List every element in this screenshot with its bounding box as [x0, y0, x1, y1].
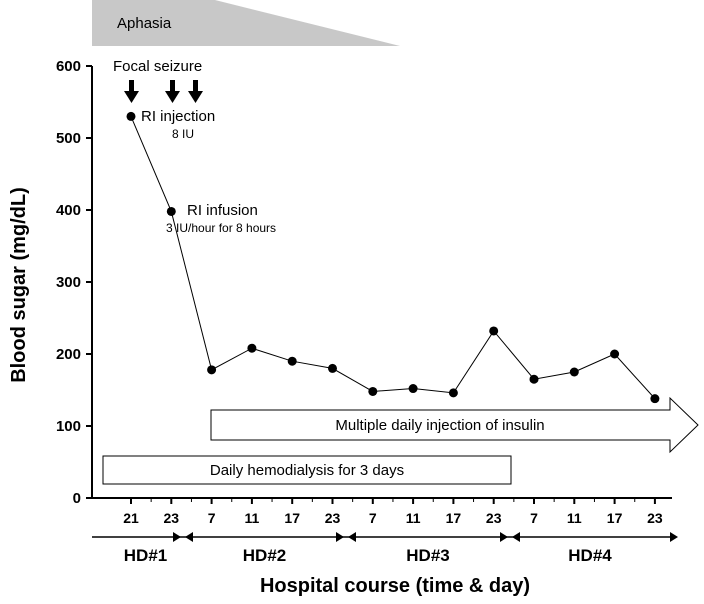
data-point — [650, 394, 660, 404]
y-tick-label: 100 — [56, 418, 81, 435]
y-tick-label: 600 — [56, 58, 81, 75]
x-tick-label: 7 — [369, 510, 377, 526]
x-axis-title: Hospital course (time & day) — [260, 575, 530, 597]
x-tick-label: 21 — [123, 510, 139, 526]
seizure-arrow-3 — [188, 80, 203, 103]
insulin-arrow — [210, 396, 699, 454]
hd-arrowhead — [336, 532, 344, 542]
y-tick-label: 500 — [56, 130, 81, 147]
y-tick-label: 200 — [56, 346, 81, 363]
data-point — [287, 356, 297, 366]
x-tick-label: 17 — [446, 510, 462, 526]
data-point — [247, 343, 257, 353]
y-tick-label: 300 — [56, 274, 81, 291]
ri-injection-dose: 8 IU — [172, 127, 194, 141]
x-tick-label: 11 — [244, 510, 259, 526]
hd-arrowhead — [348, 532, 356, 542]
hospital-day-spans: HD#1 HD#2 HD#3 HD#4 — [92, 532, 678, 565]
blood-sugar-series-line — [130, 116, 656, 399]
data-point — [328, 363, 337, 373]
hospital-day-label: HD#2 — [243, 546, 286, 565]
ri-infusion-label: RI infusion — [187, 202, 258, 219]
blood-sugar-points — [126, 111, 660, 404]
seizure-arrows — [124, 80, 203, 103]
y-axis-title: Blood sugar (mg/dL) — [8, 187, 30, 383]
data-point — [368, 386, 378, 396]
aphasia-wedge — [92, 0, 400, 46]
hd-arrowhead — [173, 532, 181, 542]
y-tick-label: 400 — [56, 202, 81, 219]
x-tick-label: 23 — [647, 510, 663, 526]
seizure-arrow-1 — [124, 80, 139, 103]
data-point — [126, 111, 136, 121]
x-tick-label: 7 — [530, 510, 538, 526]
data-point — [166, 206, 176, 216]
seizure-arrow-2 — [165, 80, 180, 103]
hemodialysis-box — [102, 455, 512, 485]
hd-arrowhead — [500, 532, 508, 542]
x-tick-label: 7 — [208, 510, 216, 526]
hd-arrowhead — [512, 532, 520, 542]
data-point — [207, 365, 217, 375]
data-point — [569, 367, 579, 377]
ri-injection-label: RI injection — [141, 108, 215, 125]
x-tick-label: 23 — [164, 510, 180, 526]
aphasia-label: Aphasia — [117, 15, 172, 32]
hemodialysis-label: Daily hemodialysis for 3 days — [210, 462, 404, 479]
hospital-day-label: HD#4 — [568, 546, 612, 565]
data-point — [408, 384, 418, 394]
x-tick-label: 23 — [486, 510, 502, 526]
x-tick-label: 11 — [406, 510, 421, 526]
data-point — [529, 374, 539, 384]
hospital-day-label: HD#3 — [406, 546, 449, 565]
x-tick-label: 17 — [607, 510, 623, 526]
hd-arrowhead — [185, 532, 193, 542]
data-point — [448, 388, 458, 398]
hd-arrowhead — [670, 532, 678, 542]
y-tick-label: 0 — [73, 490, 81, 507]
x-tick-label: 23 — [325, 510, 341, 526]
insulin-arrow-label: Multiple daily injection of insulin — [335, 417, 544, 434]
hospital-day-label: HD#1 — [124, 546, 167, 565]
x-tick-label: 11 — [567, 510, 582, 526]
x-tick-label: 17 — [284, 510, 300, 526]
x-axis-ticks: 21 23 7 11 17 23 7 11 17 23 7 11 17 23 — [123, 498, 663, 526]
data-point — [489, 326, 499, 336]
y-axis-ticks: 0 100 200 300 400 500 600 — [56, 58, 92, 507]
ri-infusion-dose: 3 IU/hour for 8 hours — [166, 221, 276, 235]
focal-seizure-label: Focal seizure — [113, 58, 202, 75]
data-point — [610, 349, 620, 359]
